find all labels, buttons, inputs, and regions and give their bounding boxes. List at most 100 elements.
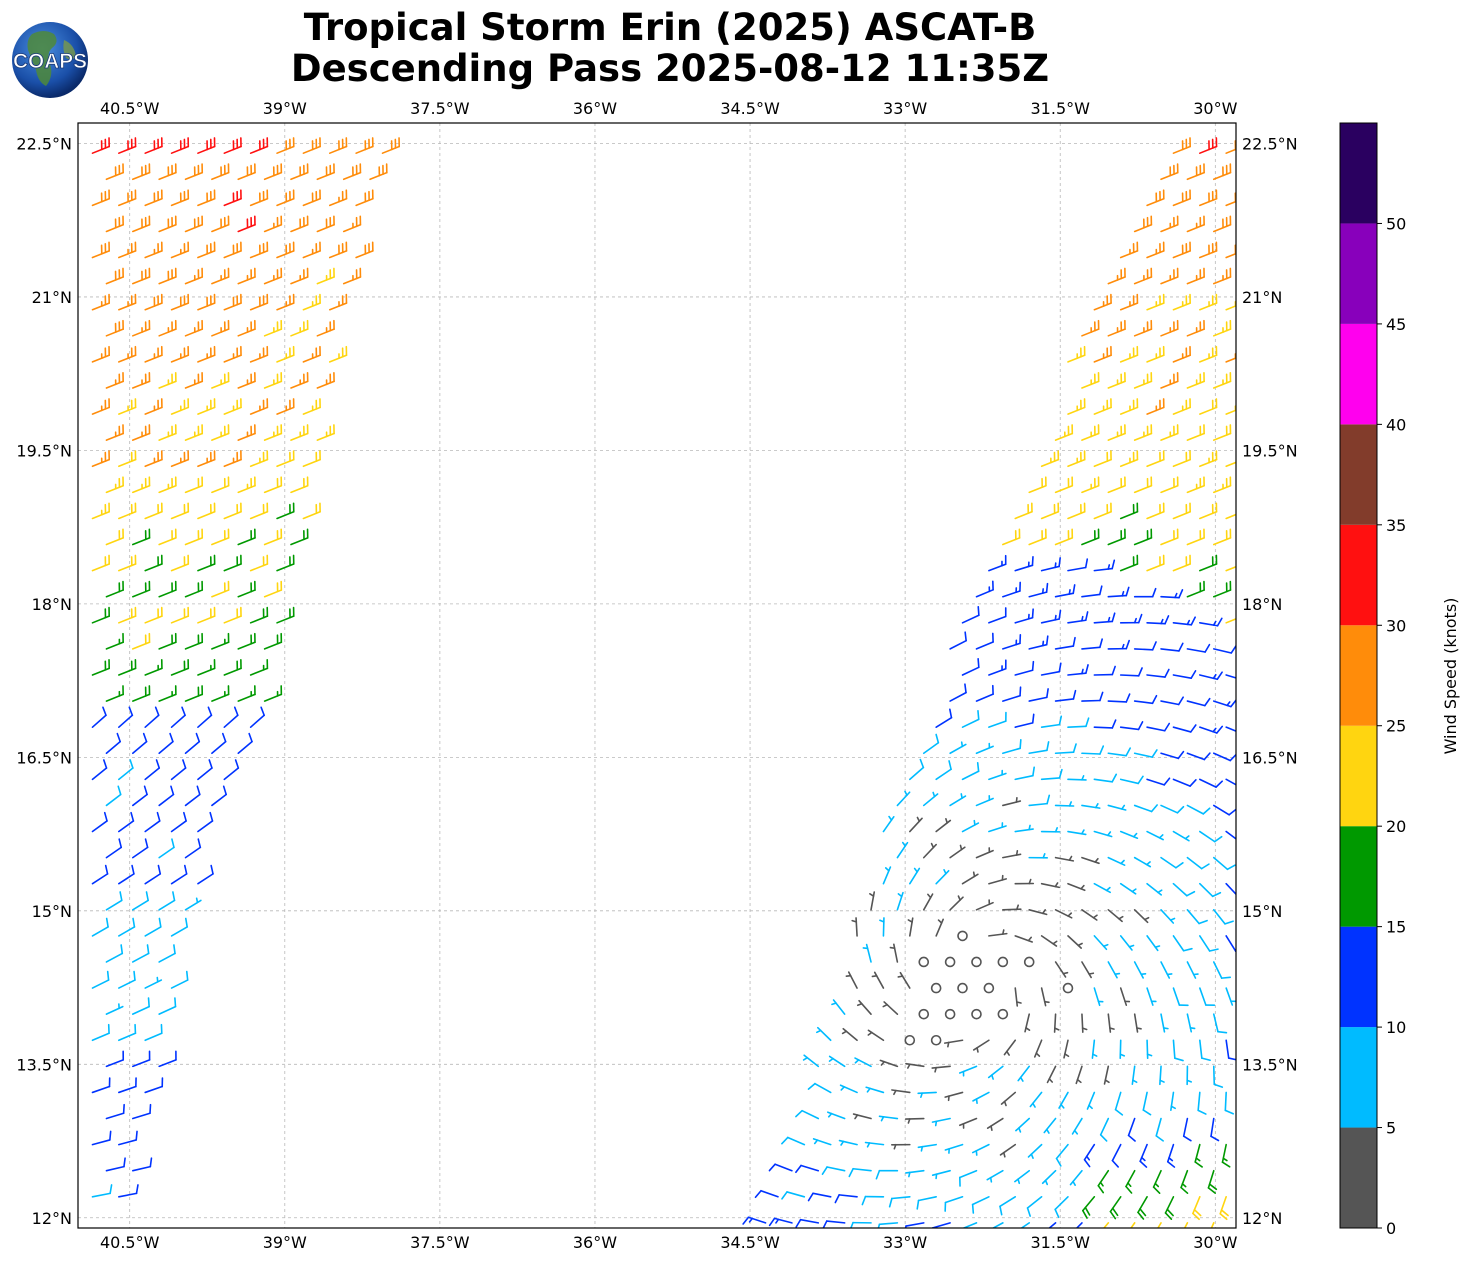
wind-barb [263, 476, 283, 494]
wind-barb [276, 189, 295, 207]
wind-barb [1199, 554, 1218, 572]
wind-barb [997, 1008, 1009, 1020]
wind-barb [290, 163, 309, 181]
wind-barb [918, 956, 930, 968]
wind-barb [118, 658, 137, 676]
wind-barb [1054, 801, 1075, 807]
wind-barb [263, 215, 283, 233]
wind-barb [1107, 639, 1130, 650]
wind-barb [316, 215, 335, 233]
wind-barb [1040, 502, 1060, 520]
wind-barb [1146, 189, 1165, 207]
wind-barb [1186, 267, 1205, 285]
wind-barb [1164, 1195, 1175, 1220]
wind-barb [170, 759, 187, 781]
wind-barb [342, 267, 362, 285]
wind-barb [889, 943, 899, 963]
wind-barb [1083, 1143, 1096, 1168]
wind-barb [1086, 1091, 1096, 1110]
wind-barb [91, 293, 110, 311]
wind-barb [197, 345, 216, 363]
wind-barb [1002, 850, 1022, 859]
wind-barb [1015, 1117, 1031, 1133]
wind-barb [184, 528, 204, 546]
wind-barb [922, 733, 940, 755]
wind-barb [1183, 1222, 1189, 1228]
lat-tick-label-left: 21°N [32, 288, 72, 307]
wind-barb [1160, 804, 1185, 814]
wind-barb [184, 785, 201, 807]
wind-barb [158, 528, 177, 546]
wind-barb [1054, 476, 1074, 494]
wind-barb [1199, 987, 1216, 1006]
wind-barb [170, 970, 189, 989]
wind-barb [1172, 502, 1191, 520]
wind-barb [1040, 557, 1061, 572]
wind-barb [1160, 1013, 1169, 1033]
wind-barb [131, 528, 151, 546]
wind-barb [1146, 777, 1171, 786]
wind-barb [1127, 1117, 1136, 1142]
wind-barb [211, 685, 230, 702]
wind-barb [988, 659, 1007, 676]
wind-barb [1093, 830, 1113, 838]
wind-barb [118, 811, 135, 833]
wind-barb [935, 918, 944, 937]
lat-tick-label-right: 13.5°N [1242, 1055, 1298, 1074]
wind-barb [249, 502, 269, 520]
wind-barb [1014, 555, 1034, 572]
wind-barb [1020, 1222, 1031, 1228]
wind-barb [1160, 909, 1176, 924]
lon-tick-label-bottom: 40.5°W [100, 1233, 160, 1252]
wind-barb [1199, 725, 1224, 734]
wind-barb [1040, 882, 1061, 889]
wind-barb [988, 607, 1007, 624]
wind-barb [249, 398, 269, 415]
wind-barb [1146, 345, 1165, 363]
wind-barb [131, 580, 151, 598]
colorbar-tick-label: 20 [1386, 817, 1406, 836]
wind-barb [1225, 300, 1236, 311]
wind-barb [1212, 215, 1232, 233]
wind-barb [144, 1077, 164, 1094]
wind-barb [170, 554, 190, 572]
wind-barb [904, 1117, 925, 1124]
wind-barb [1146, 668, 1170, 678]
wind-barb [223, 759, 240, 781]
wind-barb [1081, 319, 1100, 337]
wind-barb [1054, 855, 1075, 862]
wind-barb [871, 971, 885, 989]
wind-barb [91, 345, 110, 363]
wind-barb [1199, 882, 1222, 898]
wind-barb [1146, 293, 1165, 311]
wind-barb [290, 528, 309, 546]
wind-barb [1054, 743, 1077, 755]
wind-barb [1186, 804, 1211, 815]
wind-barb [1133, 424, 1153, 441]
wind-barb [1160, 424, 1179, 441]
wind-barb [105, 838, 123, 859]
wind-barb [91, 189, 110, 207]
wind-barb [1054, 689, 1077, 702]
wind-barb [223, 137, 242, 154]
wind-barb [807, 1192, 832, 1202]
wind-barb [276, 450, 295, 468]
wind-barb [1067, 775, 1087, 781]
wind-barb [1093, 987, 1104, 1007]
lat-tick-label-right: 16.5°N [1242, 748, 1298, 767]
wind-barb [834, 1194, 858, 1204]
wind-barb [931, 1117, 951, 1127]
lon-tick-label-top: 34.5°W [720, 99, 780, 118]
wind-barb [1159, 1065, 1165, 1086]
wind-barb [328, 345, 348, 363]
wind-barb [197, 554, 216, 572]
lon-tick-label-top: 37.5°W [410, 99, 470, 118]
wind-barb [1166, 1143, 1176, 1168]
wind-barb [158, 267, 177, 285]
wind-barb [1146, 935, 1161, 952]
wind-barb [869, 891, 876, 911]
wind-barb [170, 658, 190, 676]
wind-barb [1003, 1039, 1017, 1056]
wind-barb [144, 137, 163, 154]
wind-barb [342, 163, 362, 181]
